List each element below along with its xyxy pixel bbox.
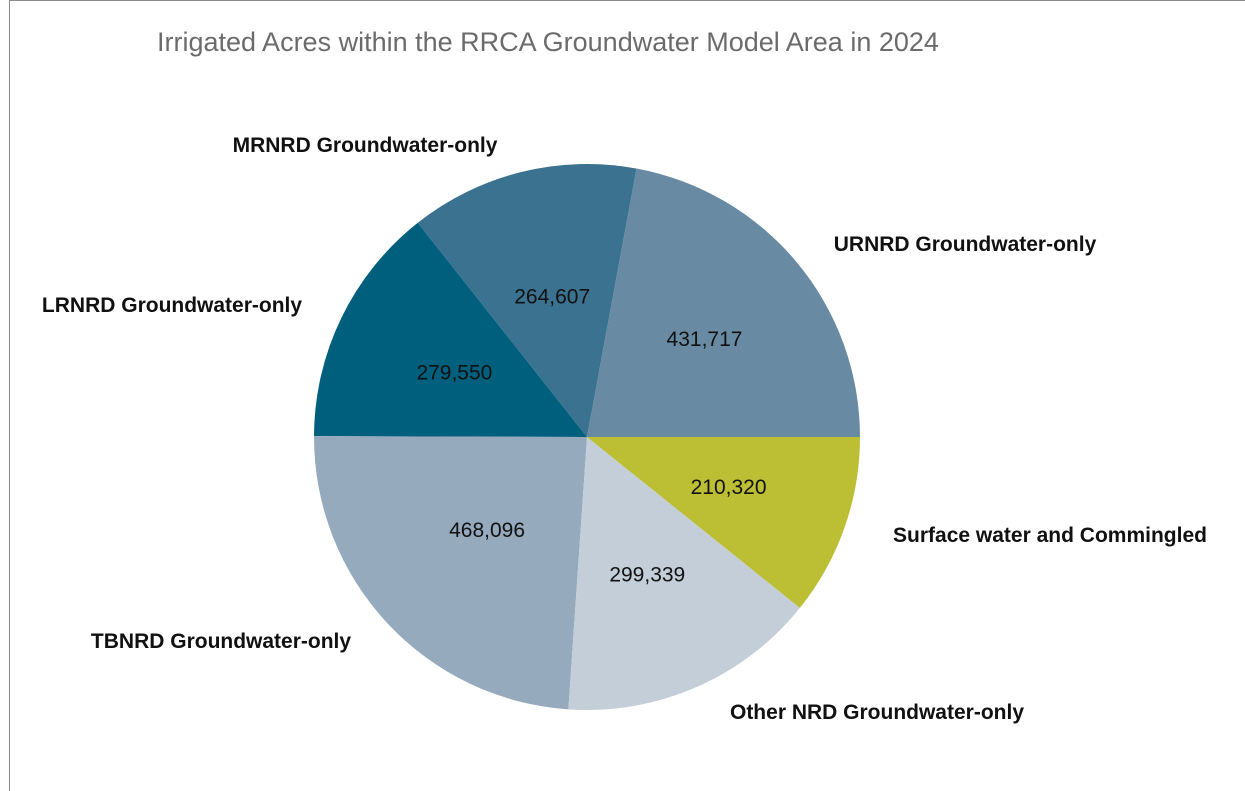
pie-slice (314, 222, 587, 437)
pie-slice (313, 436, 587, 710)
pie-value-label: 210,320 (691, 476, 767, 499)
pie-category-label: MRNRD Groundwater-only (233, 134, 498, 157)
pie-slices (313, 164, 860, 710)
pie-value-label: 299,339 (609, 564, 685, 587)
pie-value-label: 468,096 (449, 519, 525, 542)
chart-frame (9, 0, 1245, 791)
pie-slice (417, 164, 637, 438)
pie-value-label: 431,717 (667, 328, 743, 351)
pie-category-labels: URNRD Groundwater-only MRNRD Groundwater-… (42, 134, 1207, 724)
pie-category-label: Surface water and Commingled (893, 524, 1207, 547)
pie-category-label: URNRD Groundwater-only (834, 233, 1097, 256)
pie-slice (587, 168, 860, 437)
pie-category-label: Other NRD Groundwater-only (730, 701, 1024, 724)
pie-value-label: 279,550 (416, 362, 492, 385)
pie-value-labels: 431,717 264,607 279,550 468,096 299,339 210,3… (416, 286, 766, 587)
pie-slice (568, 437, 800, 710)
pie-category-label: LRNRD Groundwater-only (42, 294, 302, 317)
pie-category-label: TBNRD Groundwater-only (91, 630, 351, 653)
pie-value-label: 264,607 (514, 286, 590, 309)
pie-slice (587, 437, 860, 608)
chart-title: Irrigated Acres within the RRCA Groundwa… (157, 27, 939, 57)
